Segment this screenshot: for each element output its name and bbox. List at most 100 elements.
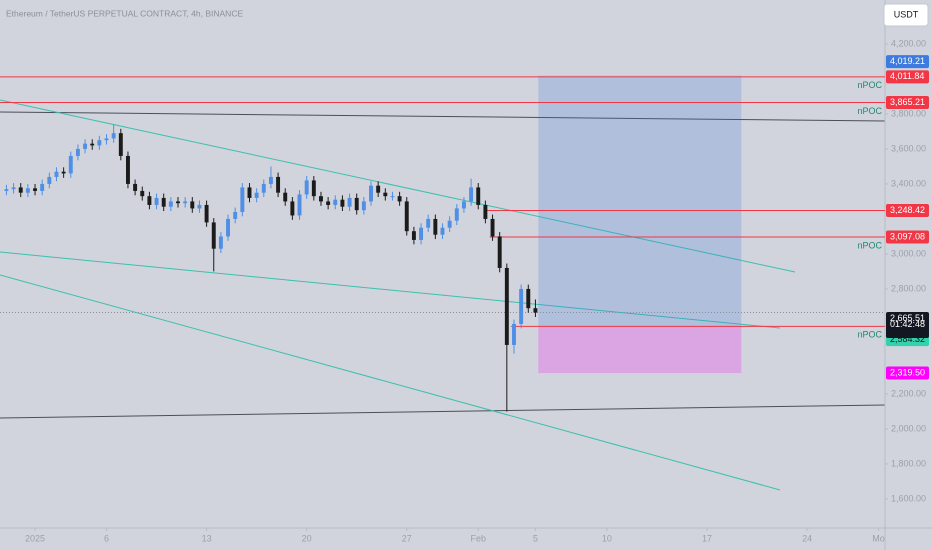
- y-tick-label: 2,800.00: [891, 283, 926, 293]
- candle-body: [411, 231, 416, 240]
- candle-body: [311, 180, 316, 197]
- candle-body: [469, 187, 474, 202]
- candle-body: [226, 218, 231, 237]
- candle-body: [190, 201, 195, 209]
- candle-body: [40, 183, 45, 191]
- candle-body: [340, 199, 345, 207]
- candle-body: [233, 211, 238, 219]
- candle-body: [326, 201, 331, 205]
- candle-body: [333, 199, 338, 205]
- price-tag-label: 3,097.08: [890, 231, 925, 241]
- candle-body: [176, 201, 180, 204]
- candle-body: [354, 197, 359, 211]
- candle-body: [390, 196, 395, 198]
- y-tick-label: 4,200.00: [891, 38, 926, 48]
- candle-body: [397, 196, 402, 202]
- candle-body: [204, 204, 209, 223]
- candle-body: [104, 138, 109, 141]
- candle-body: [161, 197, 166, 207]
- candle-body: [483, 204, 488, 219]
- candle-body: [261, 183, 266, 193]
- y-tick-label: 3,800.00: [891, 108, 926, 118]
- price-tag: [886, 55, 929, 69]
- candle-body: [75, 148, 80, 156]
- candle-body: [118, 133, 123, 156]
- candle-body: [419, 227, 424, 240]
- candle-body: [211, 222, 216, 249]
- candle-body: [247, 187, 252, 198]
- level-note: nPOC: [857, 80, 882, 90]
- candle-body: [519, 288, 524, 324]
- candle-body: [497, 236, 502, 268]
- currency-label[interactable]: USDT: [894, 9, 919, 19]
- candle-body: [11, 187, 16, 190]
- candle-body: [490, 218, 495, 237]
- x-tick-label: Feb: [470, 533, 486, 543]
- x-tick-label: 27: [402, 533, 412, 543]
- candle-body: [276, 176, 281, 193]
- candle-body: [125, 155, 130, 184]
- candle-body: [454, 208, 459, 221]
- candle-body: [297, 194, 302, 216]
- level-note: nPOC: [857, 240, 882, 250]
- candle-body: [476, 187, 481, 205]
- candle-body: [33, 188, 37, 191]
- y-tick-label: 1,800.00: [891, 458, 926, 468]
- candle-body: [183, 201, 188, 204]
- price-tag-label: 2,665.51: [890, 313, 925, 323]
- candle-body: [254, 192, 259, 198]
- candle-body: [512, 323, 516, 345]
- price-tag: [886, 203, 929, 217]
- candle-body: [61, 171, 66, 174]
- candle-body: [197, 204, 202, 209]
- candle-body: [290, 201, 295, 216]
- price-tag: [886, 311, 929, 338]
- y-tick-label: 2,200.00: [891, 388, 926, 398]
- candle-body: [4, 189, 9, 191]
- y-tick-label: 3,600.00: [891, 143, 926, 153]
- target-zone: [538, 75, 742, 327]
- price-tag-label: 2,584.32: [890, 334, 925, 344]
- price-tag: [886, 96, 929, 110]
- candle-body: [133, 183, 138, 191]
- chart-title: Ethereum / TetherUS PERPETUAL CONTRACT, …: [6, 8, 243, 18]
- x-tick-label: 10: [602, 533, 612, 543]
- x-tick-label: 6: [104, 533, 109, 543]
- candle-body: [47, 176, 52, 184]
- candle-body: [304, 180, 309, 195]
- candle-body: [240, 187, 245, 212]
- candle-body: [361, 201, 366, 211]
- x-tick-label: 2025: [25, 533, 45, 543]
- currency-button[interactable]: [883, 3, 929, 27]
- channel-line: [0, 99, 796, 273]
- price-tag: [886, 230, 929, 244]
- trend-line: [0, 111, 886, 122]
- candle-body: [447, 220, 452, 228]
- candle-body: [526, 288, 531, 309]
- candle-body: [504, 267, 509, 345]
- y-tick-label: 2,000.00: [891, 423, 926, 433]
- candle-body: [90, 143, 95, 146]
- candle-body: [218, 236, 223, 249]
- countdown: 01:42:48: [890, 319, 925, 329]
- price-tag-label: 4,019.21: [890, 56, 925, 66]
- candle-body: [533, 308, 538, 313]
- candle-body: [168, 201, 173, 207]
- candle-body: [25, 188, 30, 193]
- candle-body: [111, 133, 116, 139]
- candle-body: [461, 201, 466, 209]
- price-tag-label: 3,865.21: [890, 97, 925, 107]
- candle-body: [376, 185, 381, 193]
- y-tick-label: 3,000.00: [891, 248, 926, 258]
- x-tick-label: Mo: [872, 533, 885, 543]
- y-tick-label: 1,600.00: [891, 493, 926, 503]
- candle-body: [140, 190, 145, 197]
- x-tick-label: 24: [802, 533, 812, 543]
- candle-body: [440, 227, 445, 235]
- price-tag-label: 2,319.50: [890, 367, 925, 377]
- x-tick-label: 5: [533, 533, 538, 543]
- candle-body: [268, 176, 273, 184]
- price-tag: [886, 366, 929, 380]
